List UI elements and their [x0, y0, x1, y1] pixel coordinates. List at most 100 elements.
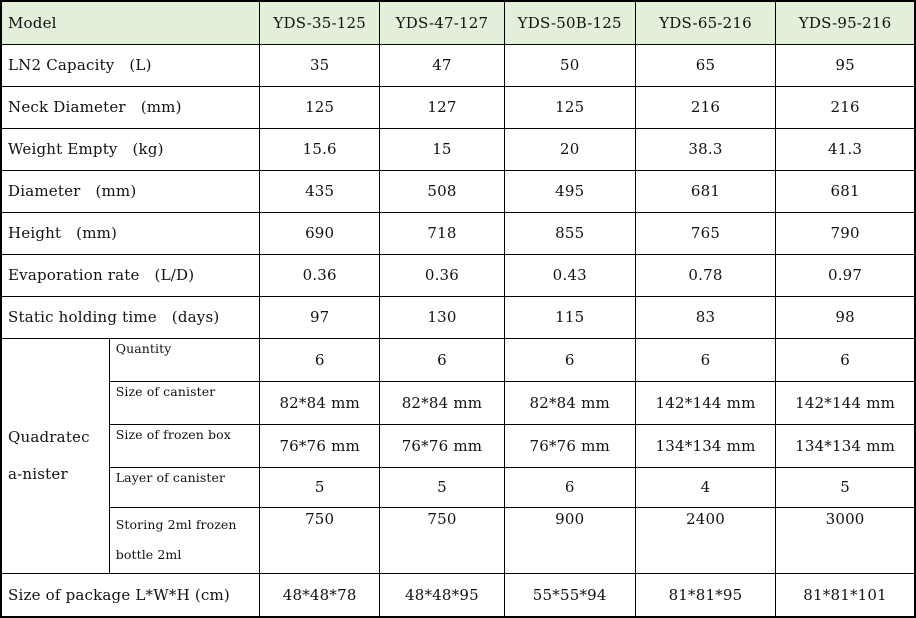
cell-value: 98	[775, 295, 916, 339]
cell-value: 6	[503, 337, 636, 382]
cell-value: 0.36	[379, 253, 505, 297]
cell-value: 20	[503, 127, 636, 171]
cell-value: 97	[259, 295, 381, 339]
cell-value: 82*84 mm	[503, 380, 636, 425]
cell-value: 76*76 mm	[503, 423, 636, 468]
cell-value: 0.43	[503, 253, 636, 297]
table-row: Static holding time (days) 97 130 115 83…	[0, 295, 916, 339]
cell-value: 81*81*95	[634, 572, 777, 618]
cell-value: 750	[379, 506, 505, 574]
cell-value: 81*81*101	[775, 572, 916, 618]
table-row: Storing 2ml frozen bottle 2ml 750 750 90…	[1, 506, 916, 574]
cell-value: 115	[503, 295, 636, 339]
cell-value: 2400	[634, 506, 777, 574]
cell-value: 130	[379, 295, 505, 339]
cell-value: 6	[634, 337, 777, 382]
row-label: Size of package L*W*H (cm)	[0, 572, 261, 618]
cell-value: 0.78	[634, 253, 777, 297]
sub-row-label: Size of frozen box	[108, 423, 261, 468]
cell-value: 5	[259, 466, 381, 508]
cell-value: 15	[379, 127, 505, 171]
cell-value: 142*144 mm	[775, 380, 916, 425]
header-row: Model YDS-35-125 YDS-47-127 YDS-50B-125 …	[0, 0, 916, 45]
cell-value: 47	[379, 43, 505, 87]
cell-value: 5	[775, 466, 916, 508]
cell-value: 750	[259, 506, 381, 574]
sub-row-label: Layer of canister	[108, 466, 261, 508]
cell-value: 216	[634, 85, 777, 129]
cell-value: 690	[259, 211, 381, 255]
row-label: Weight Empty (kg)	[0, 127, 261, 171]
table-row: Height (mm) 690 718 855 765 790	[0, 211, 916, 255]
footer-row: Size of package L*W*H (cm) 48*48*78 48*4…	[0, 572, 916, 618]
cell-value: 15.6	[259, 127, 381, 171]
sub-row-label: Storing 2ml frozen bottle 2ml	[108, 506, 261, 574]
table-row: Neck Diameter (mm) 125 127 125 216 216	[0, 85, 916, 129]
row-label: LN2 Capacity (L)	[0, 43, 261, 87]
model-column-header: YDS-50B-125	[503, 0, 636, 45]
row-label: Diameter (mm)	[0, 169, 261, 213]
cell-value: 495	[503, 169, 636, 213]
cell-value: 855	[503, 211, 636, 255]
cell-value: 134*134 mm	[775, 423, 916, 468]
cell-value: 65	[634, 43, 777, 87]
cell-value: 134*134 mm	[634, 423, 777, 468]
cell-value: 6	[775, 337, 916, 382]
cell-value: 38.3	[634, 127, 777, 171]
cell-value: 4	[634, 466, 777, 508]
row-label: Static holding time (days)	[0, 295, 261, 339]
cell-value: 41.3	[775, 127, 916, 171]
cell-value: 125	[259, 85, 381, 129]
cell-value: 0.97	[775, 253, 916, 297]
table-row: Layer of canister 5 5 6 4 5	[1, 466, 916, 508]
cell-value: 900	[503, 506, 636, 574]
model-column-header: YDS-65-216	[634, 0, 777, 45]
cell-value: 681	[634, 169, 777, 213]
cell-value: 5	[379, 466, 505, 508]
cell-value: 6	[379, 337, 505, 382]
row-label: Evaporation rate (L/D)	[0, 253, 261, 297]
table-row: Evaporation rate (L/D) 0.36 0.36 0.43 0.…	[0, 253, 916, 297]
table-row: LN2 Capacity (L) 35 47 50 65 95	[0, 43, 916, 87]
row-label: Neck Diameter (mm)	[0, 85, 261, 129]
table-row: Size of canister 82*84 mm 82*84 mm 82*84…	[1, 380, 916, 425]
cell-value: 48*48*78	[259, 572, 381, 618]
table-row: Size of frozen box 76*76 mm 76*76 mm 76*…	[1, 423, 916, 468]
model-column-header: YDS-95-216	[775, 0, 916, 45]
cell-value: 435	[259, 169, 381, 213]
model-column-header: YDS-35-125	[259, 0, 381, 45]
table-row: Diameter (mm) 435 508 495 681 681	[0, 169, 916, 213]
cell-value: 50	[503, 43, 636, 87]
row-label: Height (mm)	[0, 211, 261, 255]
cell-value: 508	[379, 169, 505, 213]
cell-value: 76*76 mm	[379, 423, 505, 468]
model-column-header: YDS-47-127	[379, 0, 505, 45]
cell-value: 125	[503, 85, 636, 129]
sub-row-label: Size of canister	[108, 380, 261, 425]
cell-value: 95	[775, 43, 916, 87]
cell-value: 765	[634, 211, 777, 255]
sub-row-label: Quantity	[108, 337, 261, 382]
cell-value: 6	[259, 337, 381, 382]
cell-value: 142*144 mm	[634, 380, 777, 425]
cell-value: 82*84 mm	[259, 380, 381, 425]
cell-value: 3000	[775, 506, 916, 574]
cell-value: 82*84 mm	[379, 380, 505, 425]
cell-value: 127	[379, 85, 505, 129]
cell-value: 83	[634, 295, 777, 339]
cell-value: 0.36	[259, 253, 381, 297]
table-row: Weight Empty (kg) 15.6 15 20 38.3 41.3	[0, 127, 916, 171]
table-row: Quadratec a-nister Quantity 6 6 6 6 6	[0, 337, 916, 574]
cell-value: 216	[775, 85, 916, 129]
cell-value: 55*55*94	[503, 572, 636, 618]
cell-value: 48*48*95	[379, 572, 505, 618]
cell-value: 718	[379, 211, 505, 255]
cell-value: 6	[503, 466, 636, 508]
header-model-label: Model	[0, 0, 261, 45]
cell-value: 790	[775, 211, 916, 255]
group-label: Quadratec a-nister	[0, 337, 110, 574]
cell-value: 35	[259, 43, 381, 87]
cell-value: 681	[775, 169, 916, 213]
cell-value: 76*76 mm	[259, 423, 381, 468]
